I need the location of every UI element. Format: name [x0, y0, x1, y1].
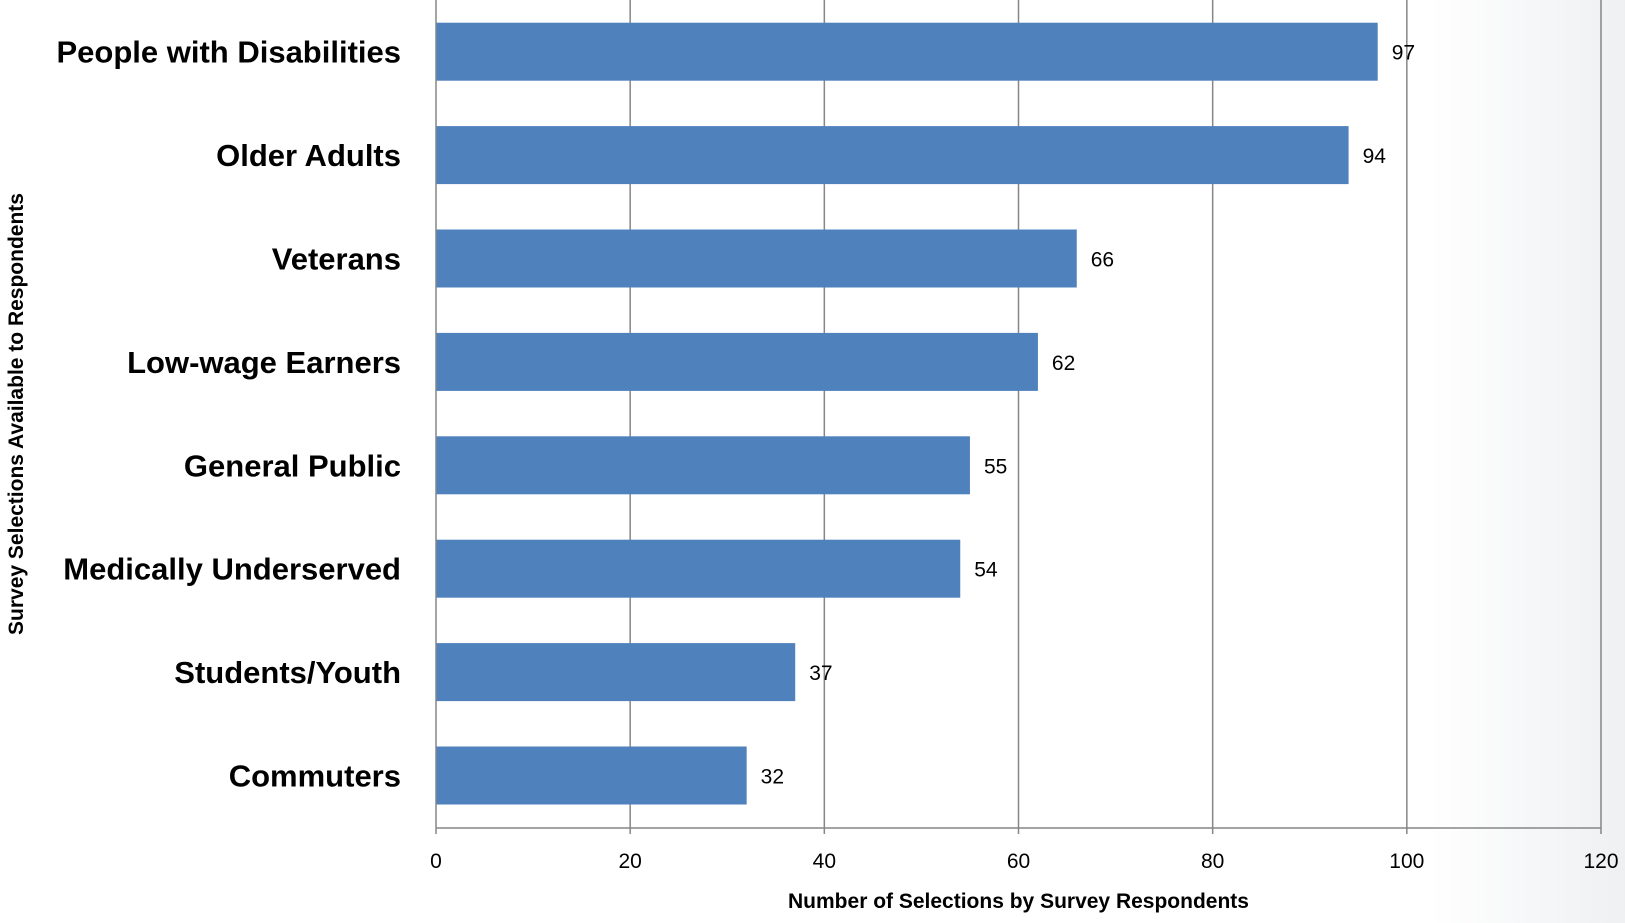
- x-tick-label: 0: [430, 850, 442, 873]
- gridlines: [629, 0, 1602, 828]
- x-tick-label: 120: [1583, 850, 1618, 873]
- data-label: 55: [984, 455, 1007, 478]
- bar: [436, 643, 796, 702]
- x-tick-label: 60: [1007, 850, 1030, 873]
- x-tick-label: 80: [1201, 850, 1224, 873]
- bar: [436, 436, 970, 495]
- category-label: People with Disabilities: [56, 35, 401, 70]
- y-axis-title: Survey Selections Available to Responden…: [5, 193, 28, 635]
- data-label: 94: [1363, 145, 1387, 168]
- bar: [436, 332, 1038, 391]
- data-label: 62: [1052, 352, 1075, 375]
- category-labels: People with Disabilities Older Adults Vete…: [56, 35, 401, 794]
- bar: [436, 229, 1077, 288]
- category-label: Medically Underserved: [63, 552, 401, 587]
- category-label: Older Adults: [216, 138, 401, 173]
- x-tick-label: 20: [618, 850, 641, 873]
- x-tick-labels: 0 20 40 60 80 100 120: [430, 850, 1618, 873]
- axes: [435, 0, 1602, 834]
- category-label: Commuters: [229, 759, 401, 794]
- data-label: 37: [809, 662, 832, 685]
- bar: [436, 539, 961, 598]
- category-label: Students/Youth: [174, 655, 401, 690]
- bar: [436, 126, 1349, 185]
- x-axis-title: Number of Selections by Survey Responden…: [788, 890, 1249, 913]
- category-label: Veterans: [272, 242, 401, 277]
- data-label: 97: [1392, 42, 1415, 65]
- data-labels: 97 94 66 62 55 54 37 32: [761, 42, 1415, 789]
- data-label: 32: [761, 766, 784, 789]
- bar: [436, 22, 1378, 81]
- category-label: Low-wage Earners: [127, 345, 401, 380]
- bar: [436, 746, 747, 805]
- x-tick-label: 100: [1389, 850, 1424, 873]
- category-label: General Public: [184, 448, 401, 483]
- data-label: 54: [974, 559, 998, 582]
- x-tick-label: 40: [813, 850, 836, 873]
- bars: [436, 22, 1378, 805]
- data-label: 66: [1091, 249, 1114, 272]
